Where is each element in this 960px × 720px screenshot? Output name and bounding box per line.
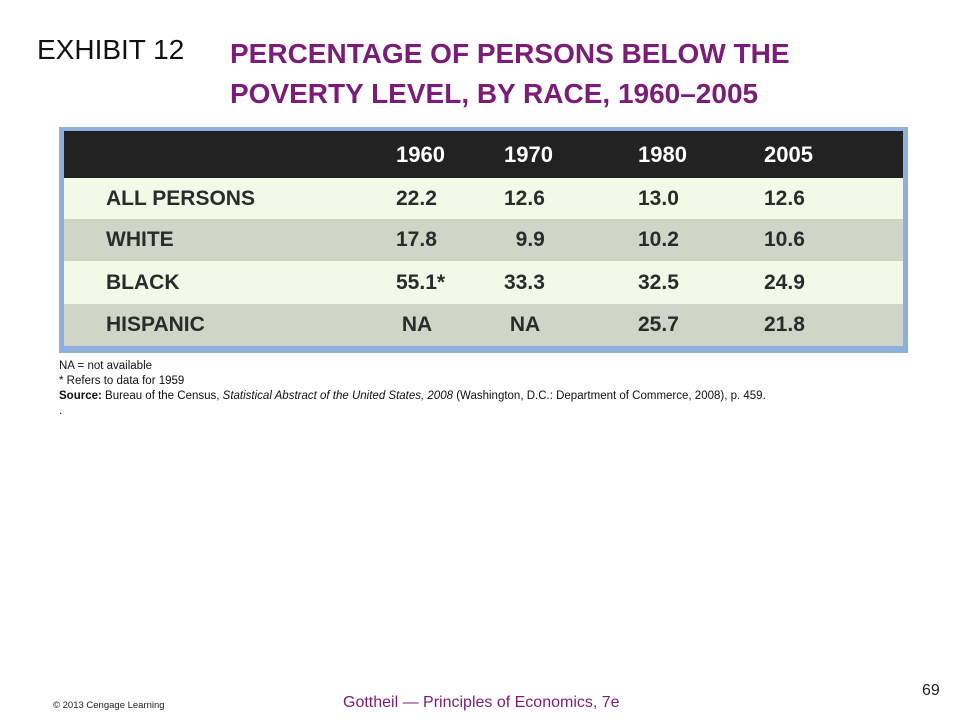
table-cell-value: 17.8	[396, 228, 437, 251]
table-cell-value: NA	[396, 313, 433, 336]
row-label: BLACK	[106, 270, 180, 294]
note-asterisk: * Refers to data for 1959	[59, 375, 185, 387]
table-header-row: 1960 1970 1980 2005	[64, 131, 903, 178]
table-cell-value: 21.8	[764, 313, 805, 336]
column-header: 1970	[504, 141, 553, 167]
table-cell-value: 13.0	[638, 186, 679, 210]
table-cell-value: 22.2	[396, 186, 437, 210]
source-text-pre: Bureau of the Census,	[101, 390, 223, 402]
exhibit-label: EXHIBIT 12	[37, 34, 185, 65]
table-cell-value: 25.7	[638, 313, 679, 336]
table-row: WHITE 17.8 9.9 10.2 10.6	[64, 219, 903, 261]
exhibit-title: PERCENTAGE OF PERSONS BELOW THE POVERTY …	[230, 34, 930, 114]
table-row: BLACK 55.1* 33.3 32.5 24.9	[64, 261, 903, 304]
note-source: Source: Bureau of the Census, Statistica…	[59, 389, 939, 404]
source-publication: Statistical Abstract of the United State…	[222, 390, 453, 402]
row-label: ALL PERSONS	[106, 186, 255, 210]
row-label: HISPANIC	[106, 313, 205, 336]
table-notes: NA = not available * Refers to data for …	[59, 359, 939, 419]
table-cell-value: NA	[504, 313, 541, 336]
column-header: 1980	[638, 141, 687, 167]
table-row: HISPANIC NA NA 25.7 21.8	[64, 304, 903, 346]
column-header: 1960	[396, 141, 445, 167]
copyright-notice: © 2013 Cengage Learning	[53, 700, 165, 711]
table-cell-value: 24.9	[764, 270, 805, 294]
poverty-table: 1960 1970 1980 2005 ALL PERSONS 22.2 12.6 13.0 1…	[64, 131, 903, 348]
note-na: NA = not available	[59, 360, 153, 372]
page-number: 69	[922, 682, 940, 699]
table-cell-value: 10.6	[764, 228, 805, 251]
table-cell-value: 33.3	[504, 270, 545, 294]
table-cell-value: 55.1*	[396, 270, 446, 294]
table-cell-value: 12.6	[504, 186, 545, 210]
table-cell-value: 12.6	[764, 186, 805, 210]
table-row: ALL PERSONS 22.2 12.6 13.0 12.6	[64, 178, 903, 219]
book-title: Gottheil — Principles of Economics, 7e	[343, 694, 620, 711]
table-cell-value: 10.2	[638, 228, 679, 251]
exhibit-title-line1: PERCENTAGE OF PERSONS BELOW THE	[230, 38, 790, 69]
table-cell-value: 32.5	[638, 270, 679, 294]
exhibit-title-line2: POVERTY LEVEL, BY RACE, 1960–2005	[230, 78, 759, 109]
source-text-post: (Washington, D.C.: Department of Commerc…	[453, 390, 766, 402]
note-trailing-dot: .	[59, 405, 63, 417]
table-cell-value: 9.9	[504, 228, 545, 251]
row-label: WHITE	[106, 228, 174, 251]
poverty-table-frame: 1960 1970 1980 2005 ALL PERSONS 22.2 12.6 13.0 1…	[59, 127, 908, 353]
source-label: Source:	[59, 390, 102, 402]
column-header: 2005	[764, 141, 813, 167]
